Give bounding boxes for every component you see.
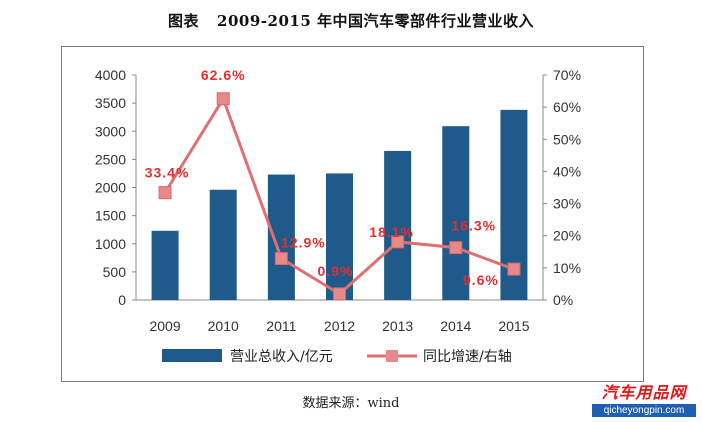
y-left-tick-label: 500 xyxy=(103,264,127,280)
growth-data-label: 16.3% xyxy=(451,218,496,234)
growth-data-label: 33.4% xyxy=(145,165,190,181)
data-source: 数据来源：wind xyxy=(302,396,400,411)
bar xyxy=(209,189,237,300)
growth-marker xyxy=(449,241,463,255)
growth-marker xyxy=(507,262,521,276)
legend-swatch-marker xyxy=(386,350,398,362)
chart-title-prefix: 图表 xyxy=(168,12,200,30)
y-right-tick-label: 10% xyxy=(553,260,581,276)
bar xyxy=(151,230,179,300)
y-left-tick-label: 1500 xyxy=(95,208,126,224)
x-tick-label: 2009 xyxy=(149,318,180,334)
y-left-tick-label: 3500 xyxy=(95,95,126,111)
y-right-tick-label: 20% xyxy=(553,228,581,244)
watermark-url: qicheyongpin.com xyxy=(592,404,696,417)
bar xyxy=(384,150,412,300)
y-left-tick-label: 2500 xyxy=(95,151,126,167)
growth-marker xyxy=(391,235,405,249)
y-left-tick-label: 2000 xyxy=(95,180,126,196)
chart-frame xyxy=(61,46,644,382)
y-left-tick-label: 4000 xyxy=(95,67,126,83)
y-right-tick-label: 50% xyxy=(553,131,581,147)
x-tick-label: 2015 xyxy=(498,318,529,334)
chart-title-text: 2009-2015 年中国汽车零部件行业营业收入 xyxy=(217,12,534,30)
y-left-tick-label: 3000 xyxy=(95,123,126,139)
growth-marker xyxy=(274,252,288,266)
bar xyxy=(326,173,353,300)
growth-data-label: 12.9% xyxy=(281,235,326,251)
x-tick-label: 2013 xyxy=(382,318,413,334)
watermark-name: 汽车用品网 xyxy=(601,383,687,402)
legend-swatch-bar xyxy=(162,349,222,362)
x-tick-label: 2011 xyxy=(266,318,296,334)
x-tick-label: 2012 xyxy=(324,318,355,334)
legend-label-line: 同比增速/右轴 xyxy=(423,349,512,365)
y-right-tick-label: 70% xyxy=(553,67,581,83)
y-right-tick-label: 60% xyxy=(553,99,581,115)
legend-label-bar: 营业总收入/亿元 xyxy=(230,349,333,365)
y-right-tick-label: 0% xyxy=(553,292,573,308)
x-tick-label: 2010 xyxy=(208,318,239,334)
growth-marker xyxy=(333,287,346,301)
growth-data-label: 62.6% xyxy=(201,67,246,83)
growth-data-label: 18.1% xyxy=(369,224,414,240)
y-left-tick-label: 0 xyxy=(118,292,126,308)
growth-data-label: 9.6% xyxy=(463,272,499,288)
x-tick-label: 2014 xyxy=(440,318,471,334)
chart-title: 图表 2009-2015 年中国汽车零部件行业营业收入 xyxy=(0,10,702,31)
bar xyxy=(442,126,470,300)
y-right-tick-label: 30% xyxy=(553,196,581,212)
growth-data-label: 0.9% xyxy=(318,263,354,279)
watermark-logo: 汽车用品网 qicheyongpin.com xyxy=(592,379,696,417)
growth-marker xyxy=(216,92,230,106)
y-right-tick-label: 40% xyxy=(553,163,581,179)
growth-marker xyxy=(158,186,172,200)
y-left-tick-label: 1000 xyxy=(95,236,126,252)
